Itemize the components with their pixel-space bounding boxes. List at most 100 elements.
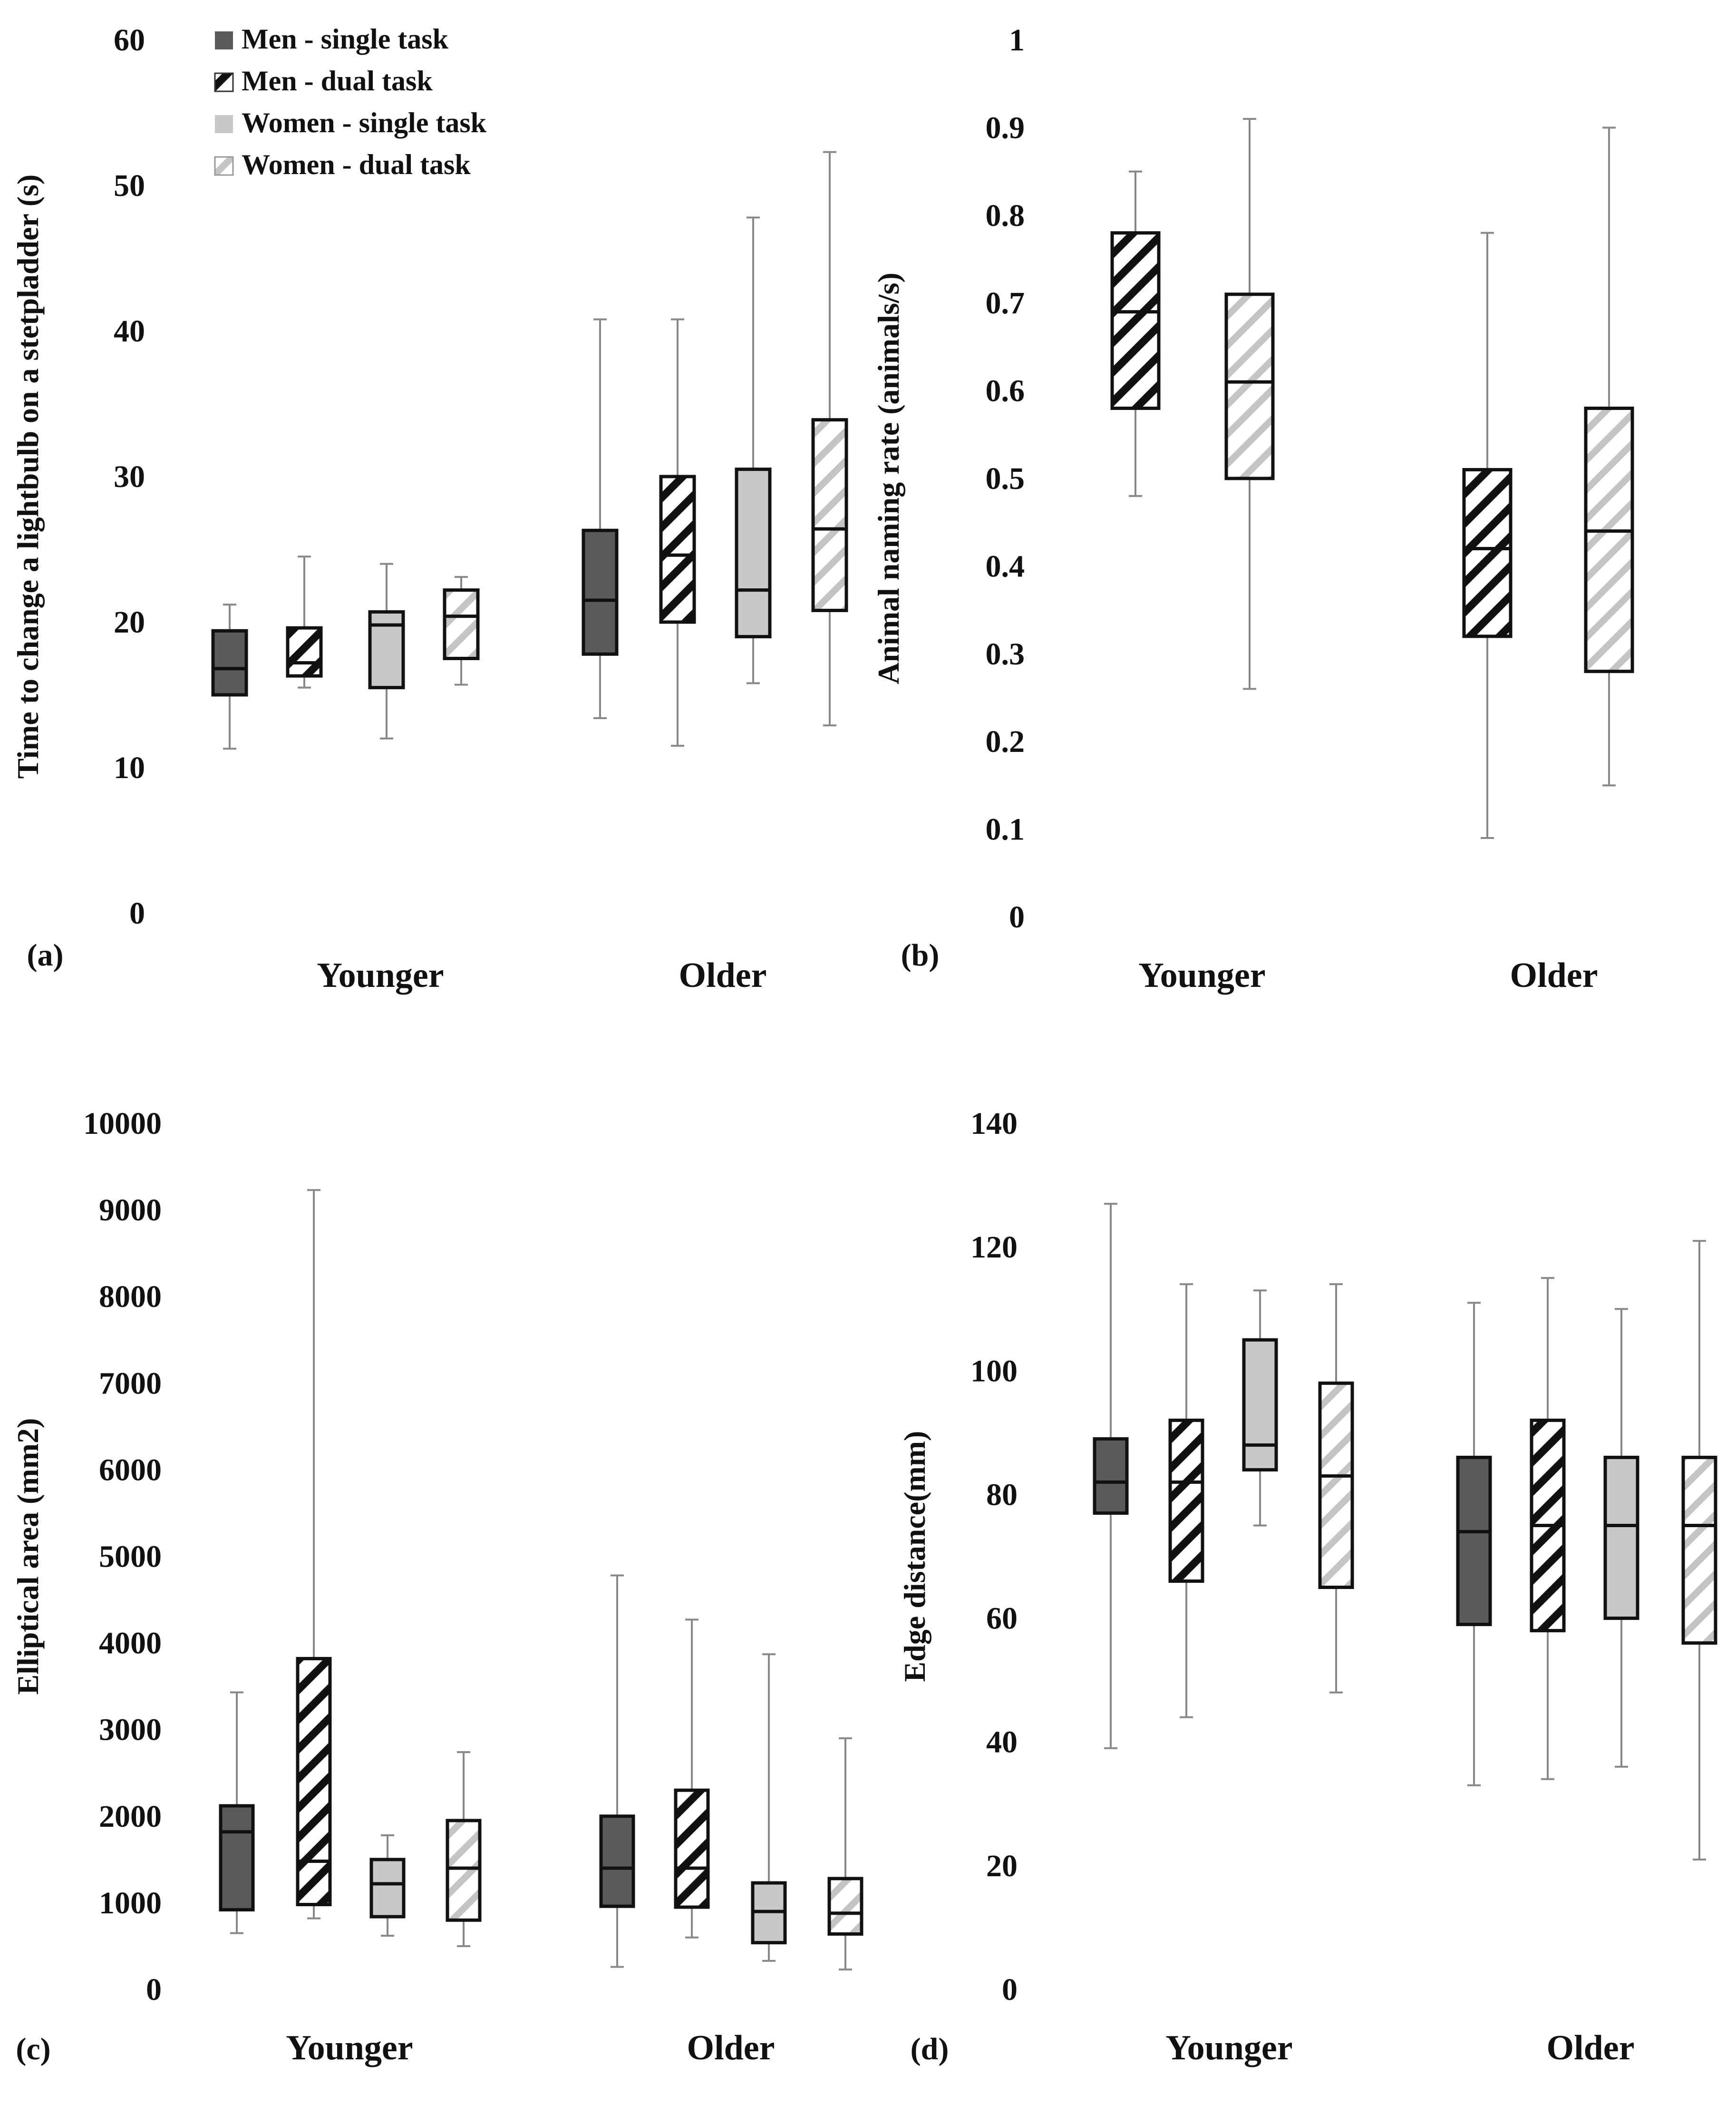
legend-label: Women - single task: [242, 107, 487, 138]
box-plot: [286, 555, 323, 689]
iqr-box: [286, 626, 323, 678]
box-plot: [1462, 232, 1513, 839]
y-tick-label: 0.9: [986, 110, 1025, 145]
group-label: Younger: [1138, 956, 1265, 995]
iqr-box: [219, 1804, 255, 1911]
box-plot: [735, 216, 772, 684]
y-tick-label: 4000: [99, 1626, 162, 1661]
iqr-box: [211, 629, 248, 697]
iqr-box: [582, 528, 619, 656]
iqr-box: [1093, 1437, 1129, 1515]
box-plot: [811, 151, 848, 727]
group-label: Younger: [317, 956, 444, 995]
y-tick-label: 60: [986, 1601, 1018, 1636]
y-tick-label: 10000: [83, 1106, 162, 1141]
box-plot: [1681, 1240, 1717, 1861]
y-tick-label: 50: [114, 168, 145, 203]
iqr-box: [735, 468, 772, 639]
iqr-box: [446, 1819, 482, 1922]
iqr-box: [674, 1788, 710, 1909]
y-tick-label: 1: [1009, 23, 1025, 58]
iqr-box: [1456, 1455, 1492, 1627]
y-tick-label: 9000: [99, 1193, 162, 1228]
box-plot: [369, 1834, 406, 1937]
y-tick-label: 60: [114, 23, 145, 58]
iqr-box: [368, 610, 405, 690]
y-tick-label: 0: [1009, 900, 1025, 935]
iqr-box: [659, 475, 696, 624]
box-plot: [296, 1189, 332, 1920]
y-tick-label: 0.5: [986, 461, 1025, 496]
group-label: Younger: [1165, 2028, 1292, 2067]
iqr-box: [1462, 468, 1513, 638]
y-tick-label: 20: [986, 1849, 1018, 1883]
box-plot: [1093, 1203, 1129, 1749]
panel-label: (a): [27, 938, 64, 973]
box-plot: [582, 318, 619, 719]
legend-swatch: [214, 72, 234, 92]
box-plot: [1110, 170, 1161, 497]
y-tick-label: 0.3: [986, 637, 1025, 672]
y-tick-label: 6000: [99, 1452, 162, 1487]
box-plot: [211, 604, 248, 750]
box-plot: [1242, 1289, 1278, 1527]
y-tick-label: 30: [114, 459, 145, 494]
iqr-box: [1681, 1455, 1717, 1645]
legend-swatch: [215, 115, 233, 133]
y-tick-label: 3000: [99, 1713, 162, 1747]
iqr-box: [1318, 1381, 1354, 1589]
y-tick-label: 100: [970, 1354, 1018, 1388]
box-plot: [368, 563, 405, 740]
iqr-box: [827, 1877, 863, 1936]
y-tick-label: 0.8: [986, 198, 1025, 233]
box-plot: [659, 318, 696, 747]
box-plot: [751, 1653, 787, 1962]
legend-swatch: [215, 31, 233, 49]
box-plot: [1603, 1308, 1639, 1768]
group-label: Older: [1510, 956, 1598, 995]
y-tick-label: 0.2: [986, 724, 1025, 759]
box-plot: [827, 1737, 863, 1971]
y-tick-label: 0.4: [986, 549, 1025, 584]
iqr-box: [1224, 292, 1275, 480]
y-axis-title: Animal naming rate (animals/s): [872, 273, 905, 684]
box-plot: [1456, 1302, 1492, 1786]
y-tick-label: 0: [1002, 1972, 1018, 2007]
iqr-box: [443, 588, 480, 661]
y-tick-label: 80: [986, 1477, 1018, 1512]
y-tick-label: 0.7: [986, 286, 1025, 321]
y-tick-label: 5000: [99, 1540, 162, 1574]
y-tick-label: 8000: [99, 1279, 162, 1314]
y-tick-label: 40: [114, 314, 145, 349]
y-tick-label: 40: [986, 1725, 1018, 1760]
group-label: Older: [679, 956, 767, 995]
legend-swatch: [214, 156, 234, 176]
y-tick-label: 7000: [99, 1366, 162, 1401]
iqr-box: [1584, 406, 1634, 673]
legend-label: Women - dual task: [242, 149, 471, 180]
y-tick-label: 1000: [99, 1886, 162, 1920]
legend-label: Men - dual task: [242, 65, 433, 97]
y-tick-label: 20: [114, 605, 145, 640]
box-plot: [1224, 117, 1275, 690]
group-label: Younger: [286, 2028, 413, 2067]
y-tick-label: 10: [114, 750, 145, 785]
iqr-box: [599, 1814, 635, 1908]
y-tick-label: 0: [146, 1972, 162, 2007]
box-plot: [1168, 1283, 1204, 1718]
legend: Men - single task Men - dual task Women - …: [214, 23, 487, 180]
iqr-box: [369, 1858, 406, 1919]
group-label: Older: [687, 2028, 775, 2067]
y-tick-label: 0.6: [986, 374, 1025, 409]
y-tick-label: 120: [970, 1230, 1018, 1265]
legend-label: Men - single task: [242, 23, 449, 55]
iqr-box: [811, 418, 848, 613]
box-plot: [219, 1691, 255, 1934]
group-label: Older: [1547, 2028, 1635, 2067]
y-axis-title: Time to change a lightbulb on a stetplad…: [11, 175, 45, 779]
box-plot: [446, 1751, 482, 1947]
y-axis-title: Elliptical area (mm2): [11, 1418, 45, 1695]
box-plot: [674, 1618, 710, 1939]
y-axis-title: Edge distance(mm): [898, 1431, 931, 1682]
